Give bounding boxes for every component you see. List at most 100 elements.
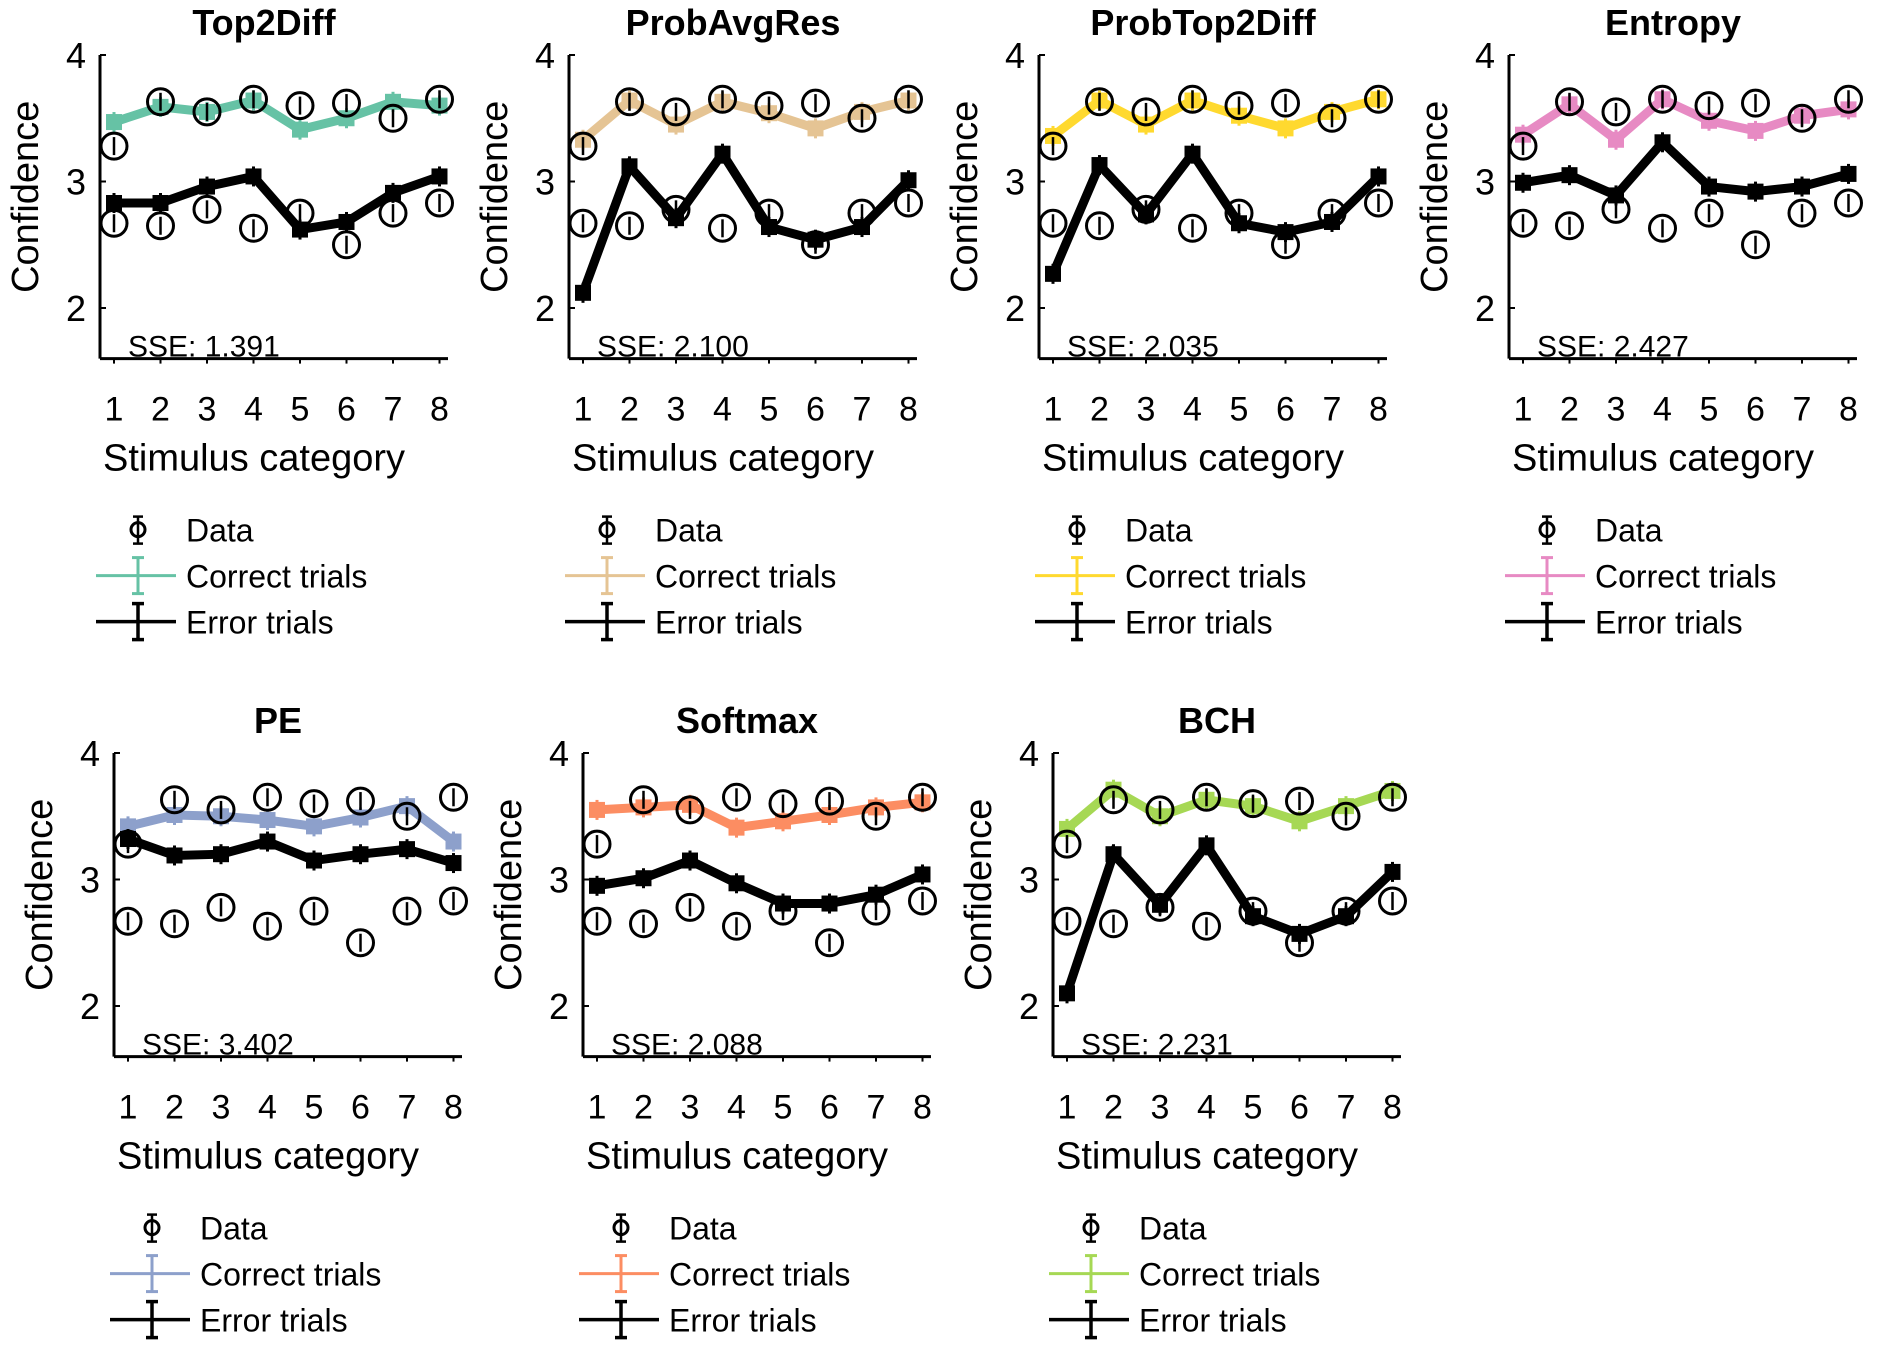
error-trials-marker	[385, 184, 401, 201]
correct-trials-marker	[399, 798, 415, 815]
x-tick-label: 1	[119, 1089, 138, 1127]
y-tick-label: 4	[1475, 35, 1495, 76]
chart-title: Entropy	[1605, 2, 1741, 43]
data-correct-point	[1317, 103, 1347, 133]
x-tick-label: 2	[165, 1089, 184, 1127]
y-axis-label: Confidence	[474, 101, 516, 293]
data-correct-point	[1085, 87, 1114, 117]
legend-label-data: Data	[186, 513, 254, 549]
data-correct-point	[239, 84, 268, 114]
data-error-point	[160, 909, 189, 939]
data-error-point	[894, 188, 923, 218]
x-tick-label: 4	[713, 391, 732, 429]
data-error-point	[861, 896, 891, 926]
data-correct-point	[1555, 87, 1584, 117]
data-correct-point	[113, 829, 143, 859]
x-tick-label: 7	[1793, 391, 1812, 429]
error-trials-marker	[199, 178, 215, 195]
data-error-point	[113, 906, 143, 936]
data-correct-point	[861, 801, 891, 831]
y-tick-label: 4	[1019, 733, 1039, 774]
data-error-point	[801, 230, 830, 260]
error-trials-marker	[1184, 145, 1201, 162]
data-error-point	[675, 892, 705, 922]
x-tick-label: 2	[1090, 391, 1109, 429]
error-trials-marker	[1105, 846, 1122, 863]
y-axis-label: Confidence	[958, 799, 1000, 991]
legend-label-data: Data	[655, 513, 723, 549]
data-correct-point	[815, 786, 844, 816]
data-correct-point	[661, 97, 691, 127]
error-trials-marker	[106, 195, 122, 212]
data-error-point	[1131, 194, 1161, 224]
data-correct-point	[206, 795, 236, 825]
error-trials-marker	[1091, 157, 1108, 174]
sse-annotation: SSE: 2.100	[597, 331, 749, 364]
y-tick-label: 3	[1005, 162, 1025, 203]
legend: Data Correct trials Error trials	[110, 1211, 381, 1340]
x-tick-label: 2	[1104, 1089, 1123, 1127]
x-tick-label: 1	[1058, 1089, 1077, 1127]
data-correct-point	[629, 785, 658, 815]
data-error-point	[285, 198, 315, 228]
x-tick-label: 2	[620, 391, 639, 429]
data-correct-point	[1741, 88, 1770, 118]
y-tick-label: 4	[1005, 35, 1025, 76]
x-tick-label: 6	[1746, 391, 1765, 429]
error-trials-marker	[431, 168, 448, 185]
data-correct-point	[908, 782, 937, 812]
data-correct-point	[1131, 97, 1161, 127]
data-error-point	[708, 213, 737, 243]
correct-trials-marker	[1840, 101, 1857, 118]
x-tick-label: 5	[1700, 391, 1719, 429]
correct-trials-marker	[1701, 112, 1717, 129]
legend-label-correct: Correct trials	[1595, 559, 1776, 595]
sse-annotation: SSE: 2.427	[1537, 331, 1689, 364]
data-error-point	[392, 896, 422, 926]
error-trials-marker	[245, 168, 262, 185]
data-error-point	[1145, 892, 1175, 922]
y-tick-label: 4	[535, 35, 555, 76]
legend-label-error: Error trials	[655, 605, 803, 641]
x-tick-label: 5	[305, 1089, 324, 1127]
data-error-point	[1648, 213, 1677, 243]
data-correct-point	[615, 87, 644, 117]
x-tick-label: 8	[913, 1089, 932, 1127]
y-tick-label: 2	[1475, 288, 1495, 329]
x-tick-label: 4	[727, 1089, 746, 1127]
x-tick-label: 4	[1183, 391, 1202, 429]
error-trials-marker	[821, 895, 838, 912]
legend-label-data: Data	[1139, 1211, 1207, 1247]
error-trials-marker	[575, 284, 591, 301]
error-trials-marker	[714, 145, 731, 162]
correct-trials-marker	[292, 121, 308, 138]
x-tick-label: 3	[1151, 1089, 1170, 1127]
chart-title: ProbTop2Diff	[1090, 2, 1316, 43]
correct-trials-marker	[1338, 798, 1354, 815]
y-axis-label: Confidence	[944, 101, 986, 293]
y-tick-label: 2	[535, 288, 555, 329]
y-tick-label: 2	[66, 288, 86, 329]
data-error-point	[206, 892, 236, 922]
data-error-point	[1192, 911, 1221, 941]
x-tick-label: 4	[1197, 1089, 1216, 1127]
data-correct-point	[1178, 84, 1207, 114]
data-correct-point	[1601, 97, 1631, 127]
data-error-point	[378, 198, 408, 228]
data-error-point	[1331, 896, 1361, 926]
data-correct-point	[1192, 782, 1221, 812]
data-correct-point	[1052, 829, 1082, 859]
error-trials-marker	[635, 870, 652, 887]
chart-title: BCH	[1178, 700, 1256, 741]
y-tick-label: 3	[1475, 162, 1495, 203]
data-error-point	[661, 194, 691, 224]
correct-trials-marker	[1231, 107, 1247, 124]
error-trials-marker	[728, 875, 745, 892]
y-tick-label: 3	[1019, 860, 1039, 901]
data-error-point	[1741, 230, 1770, 260]
correct-trials-marker	[1515, 126, 1531, 143]
x-tick-label: 1	[1044, 391, 1063, 429]
